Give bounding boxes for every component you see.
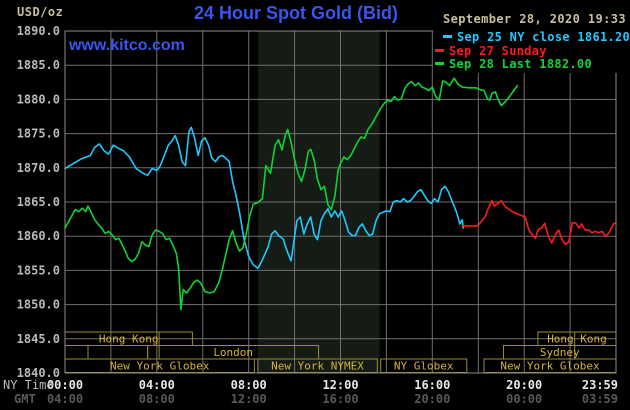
session-box: [64, 345, 89, 360]
legend-item-sep27: Sep 27 Sunday: [433, 43, 629, 59]
legend-item-sep25: Sep 25 NY close 1861.20: [433, 30, 630, 45]
ny-time-axis-label: NY Time: [3, 378, 54, 392]
x-axis-tick-ny: 23:59: [582, 378, 618, 392]
x-axis-tick-gmt: 12:00: [231, 392, 267, 406]
y-axis-tick-label: 1890.0: [17, 24, 60, 38]
x-axis-tick-ny: 00:00: [47, 378, 83, 392]
y-axis-tick-label: 1865.0: [17, 195, 60, 209]
x-axis-tick-gmt: 00:00: [506, 392, 542, 406]
sep28-line-swatch: [435, 62, 444, 65]
gmt-axis-label: GMT: [14, 392, 36, 406]
legend-item-sep28: Sep 28 Last 1882.00: [433, 57, 629, 72]
x-axis-tick-gmt: 03:59: [582, 392, 618, 406]
session-label: Sydney: [540, 346, 580, 359]
series-line-sep-25-ny-close: [64, 126, 465, 270]
series-line-sep-28-last: [64, 77, 519, 311]
x-axis-tick-ny: 12:00: [322, 378, 358, 392]
datetime-label: September 28, 2020 19:33: [443, 12, 626, 26]
unit-label: USD/oz: [17, 5, 64, 19]
x-axis-tick-gmt: 16:00: [322, 392, 358, 406]
x-axis-tick-ny: 04:00: [139, 378, 175, 392]
plot-border: [64, 30, 617, 374]
session-box: [87, 345, 149, 360]
series-line-sep-27-sunday: [461, 199, 617, 246]
y-axis-tick-label: 1850.0: [17, 298, 60, 312]
page-title: 24 Hour Spot Gold (Bid): [194, 3, 398, 23]
x-axis-tick-gmt: 04:00: [47, 392, 83, 406]
session-label: Hong Kong: [99, 333, 159, 346]
x-axis-tick-ny: 20:00: [506, 378, 542, 392]
y-axis-tick-label: 1845.0: [17, 332, 60, 346]
legend: Sep 25 NY close 1861.20 Sep 27 Sunday Se…: [433, 30, 630, 73]
x-axis-tick-gmt: 20:00: [414, 392, 450, 406]
y-axis-tick-label: 1840.0: [17, 366, 60, 380]
session-label: Hong Kong: [547, 333, 607, 346]
y-axis-tick-label: 1880.0: [17, 92, 60, 106]
legend-label: Sep 27 Sunday: [449, 43, 547, 58]
session-label: New York Globex: [110, 360, 210, 373]
legend-label: Sep 28 Last 1882.00: [449, 57, 592, 71]
session-label: New York NYMEX: [271, 360, 364, 373]
session-label: New York Globex: [500, 360, 600, 373]
kitco-watermark-link[interactable]: www.kitco.com: [69, 37, 185, 54]
y-axis-tick-label: 1885.0: [17, 58, 60, 72]
session-label: NY Globex: [394, 360, 454, 373]
y-axis-tick-label: 1855.0: [17, 263, 60, 277]
y-axis-tick-label: 1860.0: [17, 229, 60, 243]
x-axis-tick-ny: 08:00: [231, 378, 267, 392]
sep25-line-swatch: [443, 35, 452, 38]
session-label: London: [213, 346, 253, 359]
legend-label: Sep 25 NY close 1861.20: [457, 30, 630, 44]
y-axis-tick-label: 1870.0: [17, 161, 60, 175]
y-axis-tick-label: 1875.0: [17, 127, 60, 141]
x-axis-tick-ny: 16:00: [414, 378, 450, 392]
sep27-line-swatch: [435, 48, 444, 52]
x-axis-tick-gmt: 08:00: [139, 392, 175, 406]
